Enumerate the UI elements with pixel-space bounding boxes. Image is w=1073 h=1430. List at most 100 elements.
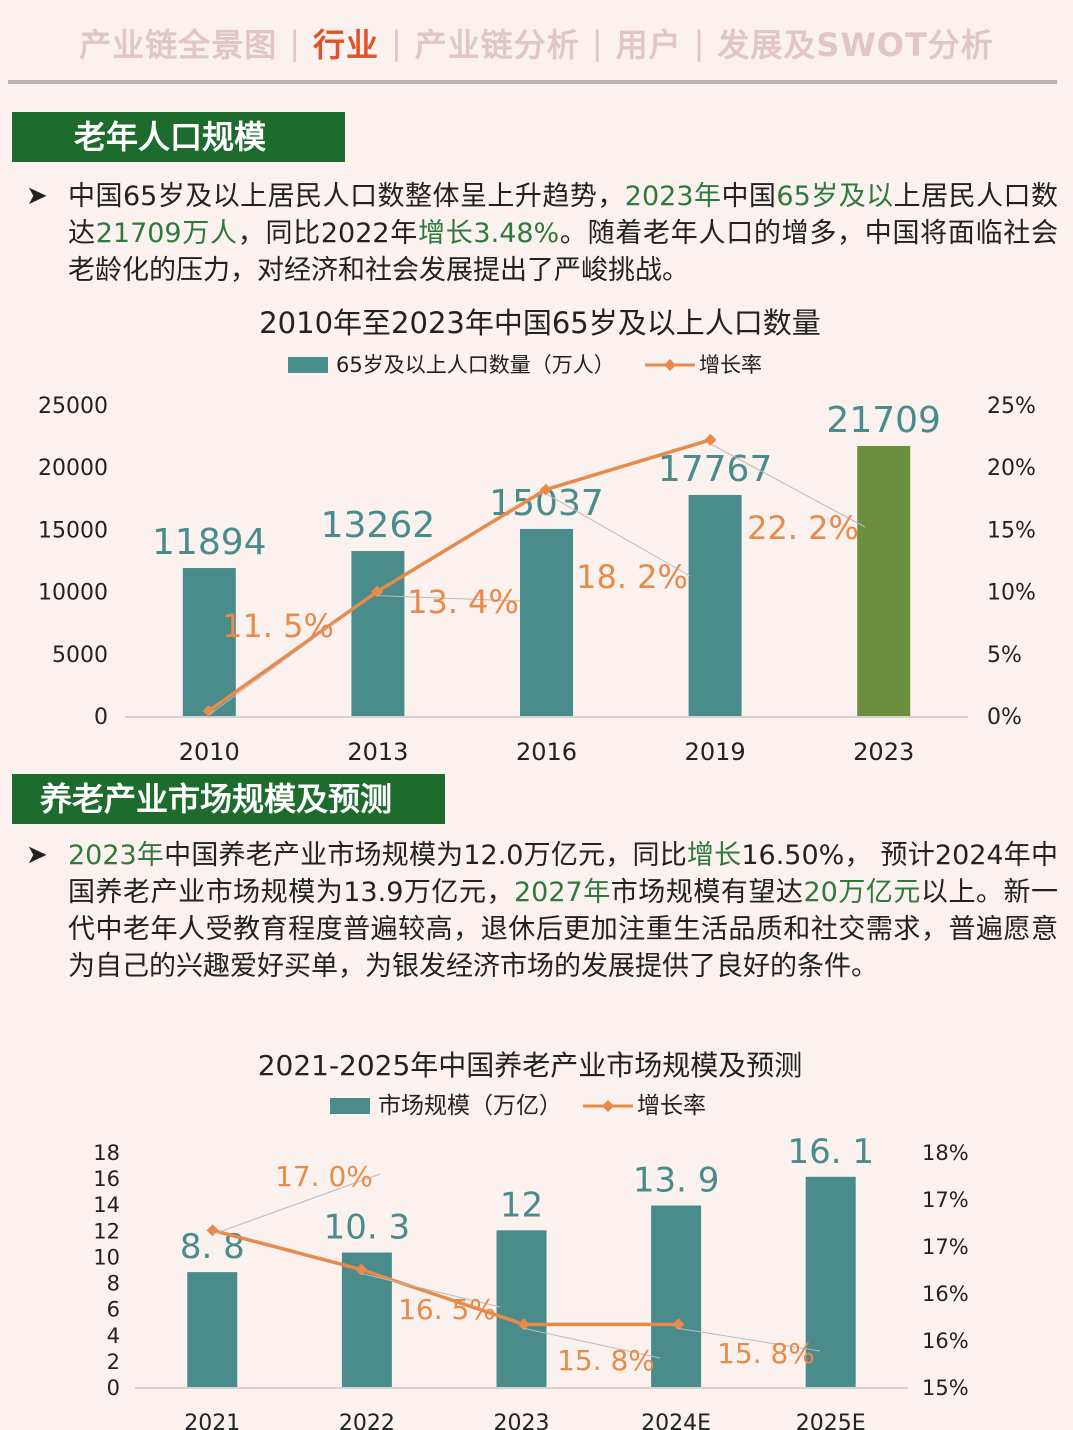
y2-axis-tick-label: 0% <box>987 705 1022 730</box>
bar-value-label: 12 <box>500 1185 543 1225</box>
x-axis-category-label: 2019 <box>685 738 746 766</box>
bar <box>496 1230 547 1387</box>
bar-value-label: 17767 <box>658 449 773 490</box>
section2-paragraph: ➤ 2023年中国养老产业市场规模为12.0万亿元，同比增长16.50%， 预计… <box>26 837 1061 1022</box>
bar-value-label: 10. 3 <box>324 1208 411 1248</box>
bar <box>857 445 911 716</box>
growth-rate-leader-line <box>212 1173 381 1235</box>
bar-value-label: 21709 <box>826 400 941 441</box>
chart-title: 2010年至2023年中国65岁及以上人口数量 <box>259 306 821 340</box>
growth-rate-label: 15. 8% <box>557 1344 655 1377</box>
highlight-text: 2027年 <box>514 877 611 908</box>
y-axis-tick-label: 4 <box>107 1324 120 1348</box>
y2-axis-tick-label: 20% <box>987 456 1036 481</box>
section2-text: 2023年中国养老产业市场规模为12.0万亿元，同比增长16.50%， 预计20… <box>68 837 1058 985</box>
highlight-text: 65岁及以 <box>776 181 894 212</box>
body-text: 中国 <box>721 181 777 212</box>
y-axis-tick-label: 18 <box>93 1141 120 1165</box>
growth-rate-leader-line <box>678 1327 821 1352</box>
y2-axis-tick-label: 16% <box>922 1282 969 1306</box>
growth-rate-label: 13. 4% <box>407 583 519 621</box>
legend-line-marker <box>602 1100 614 1112</box>
bullet-arrow-icon: ➤ <box>26 840 48 870</box>
legend-line-label: 增长率 <box>699 353 762 377</box>
nav-tab[interactable]: 产业链全景图 <box>79 26 278 64</box>
bar-value-label: 16. 1 <box>787 1132 874 1172</box>
y2-axis-tick-label: 10% <box>987 581 1036 606</box>
body-text: 。随着老年人口的增多，中国将面临社会老龄化的压力，对经济和社会发展提出了严峻挑战… <box>68 218 1059 286</box>
growth-rate-label: 18. 2% <box>576 558 688 596</box>
highlight-text: 20万亿元 <box>803 877 921 908</box>
y-axis-tick-label: 6 <box>107 1298 120 1322</box>
legend-line-label: 增长率 <box>637 1093 706 1119</box>
y2-axis-tick-label: 17% <box>922 1188 969 1212</box>
top-nav: 产业链全景图 | 行业 | 产业链分析 | 用户 | 发展及SWOT分析 <box>0 18 1073 68</box>
elderly-population-chart: 2010年至2023年中国65岁及以上人口数量 65岁及以上人口数量（万人） 增长率… <box>38 306 1036 766</box>
y-axis-tick-label: 12 <box>93 1219 120 1243</box>
y2-axis-tick-label: 16% <box>922 1329 969 1353</box>
bar <box>182 568 236 716</box>
growth-rate-point <box>539 483 552 496</box>
chart-title: 2021-2025年中国养老产业市场规模及预测 <box>258 1049 803 1082</box>
y-axis-tick-label: 0 <box>94 705 108 730</box>
growth-rate-point <box>704 433 717 446</box>
y-axis-tick-label: 8 <box>107 1272 120 1296</box>
body-text: 市场规模有望达 <box>610 877 804 908</box>
highlight-text: 增长 <box>686 840 742 871</box>
nav-tab[interactable]: 用户 <box>615 26 682 64</box>
y2-axis-tick-label: 5% <box>987 643 1022 668</box>
y2-axis-tick-label: 18% <box>922 1141 969 1165</box>
highlight-text: 2023年 <box>68 840 165 871</box>
body-text: 以上。新一代中老年人受教育程度普遍较高，退休后更加注重生活品质和社交需求，普遍愿… <box>68 877 1059 982</box>
growth-rate-point <box>202 705 215 718</box>
bar-value-label: 13. 9 <box>633 1161 720 1201</box>
x-axis-category-label: 2022 <box>339 1411 395 1430</box>
bar <box>520 528 573 716</box>
nav-separator: | <box>693 24 706 62</box>
bar <box>688 494 742 716</box>
x-axis-category-label: 2024E <box>641 1411 711 1430</box>
y-axis-tick-label: 10000 <box>38 581 108 606</box>
legend-bar-swatch <box>288 357 328 373</box>
legend-bar-label: 65岁及以上人口数量（万人） <box>336 353 615 377</box>
nav-tab[interactable]: 发展及SWOT分析 <box>717 26 994 64</box>
x-axis-category-label: 2013 <box>347 738 408 766</box>
y-axis-tick-label: 10 <box>93 1245 120 1269</box>
y-axis-tick-label: 0 <box>107 1376 120 1400</box>
legend-bar-swatch <box>330 1098 370 1114</box>
growth-rate-line <box>207 438 711 713</box>
bar <box>351 551 405 716</box>
x-axis-category-label: 2023 <box>853 738 914 766</box>
y-axis-tick-label: 14 <box>93 1193 120 1217</box>
highlight-text: 增长3.48% <box>418 218 560 249</box>
growth-rate-point <box>371 585 384 598</box>
body-text: ，同比2022年 <box>237 218 419 249</box>
y2-axis-tick-label: 17% <box>922 1235 969 1259</box>
y2-axis-tick-label: 25% <box>987 394 1036 419</box>
x-axis-category-label: 2021 <box>184 1411 240 1430</box>
legend-line-marker <box>664 359 676 371</box>
growth-rate-leader-line <box>208 622 336 716</box>
nav-tab[interactable]: 行业 <box>313 26 380 64</box>
growth-rate-leader-line <box>545 493 691 577</box>
nav-separator: | <box>289 24 301 62</box>
body-text: 16.50%， 预计2024年中国养老产业市场规模为13.9万亿元， <box>68 840 1059 908</box>
x-axis-category-label: 2025E <box>796 1411 866 1430</box>
y-axis-tick-label: 20000 <box>38 456 108 481</box>
growth-rate-label: 17. 0% <box>275 1160 373 1193</box>
body-text: 上居民人口数达 <box>68 181 1059 249</box>
growth-rate-label: 22. 2% <box>747 509 859 547</box>
bar <box>187 1272 238 1387</box>
y2-axis-tick-label: 15% <box>987 518 1036 543</box>
highlight-text: 21709万人 <box>95 218 238 249</box>
growth-rate-label: 11. 5% <box>222 607 334 645</box>
nav-tab[interactable]: 产业链分析 <box>414 26 580 64</box>
section1-text: 中国65岁及以上居民人口数整体呈上升趋势，2023年中国65岁及以上居民人口数达… <box>68 178 1058 289</box>
nav-divider <box>8 80 1057 84</box>
nav-separator: | <box>391 24 403 62</box>
body-text: 中国65岁及以上居民人口数整体呈上升趋势， <box>68 181 625 212</box>
nav-separator: | <box>591 24 604 62</box>
growth-rate-leader-line <box>377 595 521 602</box>
y-axis-tick-label: 16 <box>93 1167 120 1191</box>
